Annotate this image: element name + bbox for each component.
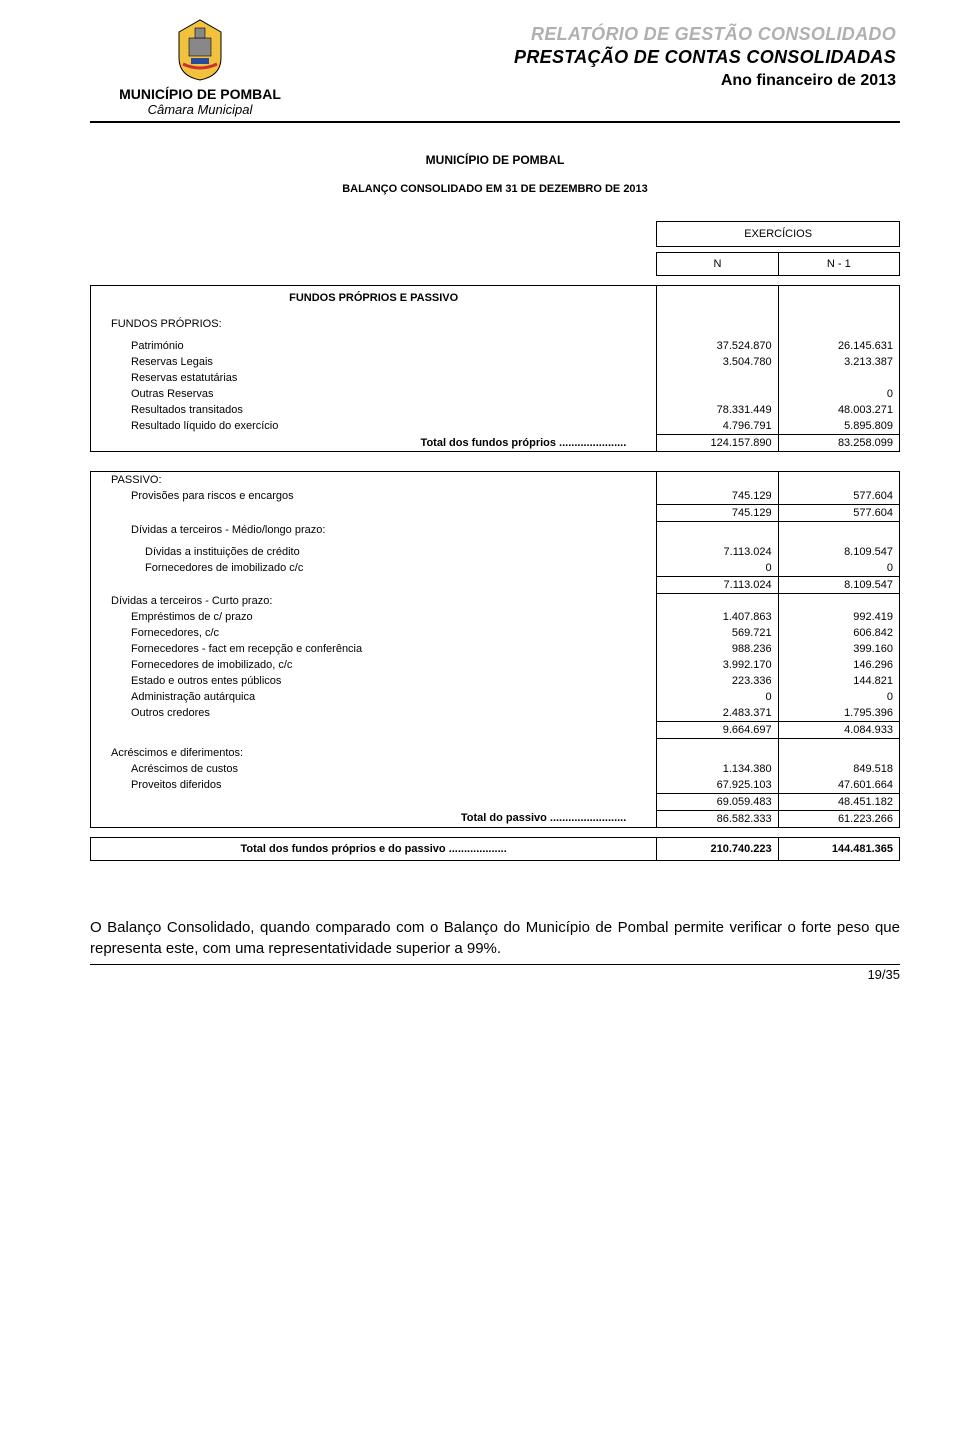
value-n: 7.113.024	[657, 544, 778, 560]
table-row: Fornecedores de imobilizado, c/c	[91, 657, 657, 673]
report-title-block: MUNICÍPIO DE POMBAL BALANÇO CONSOLIDADO …	[90, 153, 900, 195]
provisoes-sub-n1: 577.604	[778, 505, 899, 522]
fundos-proprios-e-passivo-title: FUNDOS PRÓPRIOS E PASSIVO	[91, 286, 657, 311]
total-fundos-proprios-n: 124.157.890	[657, 435, 778, 452]
value-n: 3.504.780	[657, 354, 778, 370]
total-fundos-proprios-n1: 83.258.099	[778, 435, 899, 452]
passivo-label: PASSIVO:	[91, 472, 657, 489]
table-row: Dívidas a instituições de crédito	[91, 544, 657, 560]
medio-longo-label: Dívidas a terceiros - Médio/longo prazo:	[91, 522, 657, 538]
value-n1: 3.213.387	[778, 354, 899, 370]
financial-year: Ano financeiro de 2013	[310, 72, 896, 90]
total-fundos-proprios-label: Total dos fundos próprios ..............…	[91, 435, 657, 452]
header-left: MUNICÍPIO DE POMBAL Câmara Municipal	[90, 18, 310, 117]
provisoes-n1: 577.604	[778, 488, 899, 505]
col-n-header: N	[657, 253, 778, 276]
body-paragraph: O Balanço Consolidado, quando comparado …	[90, 917, 900, 961]
table-row: Resultado líquido do exercício	[91, 418, 657, 435]
report-subtitle: BALANÇO CONSOLIDADO EM 31 DE DEZEMBRO DE…	[90, 183, 900, 195]
table-row: Acréscimos de custos	[91, 761, 657, 777]
value-n1: 26.145.631	[778, 338, 899, 354]
exercicios-header: EXERCÍCIOS	[657, 222, 900, 247]
table-row: Reservas Legais	[91, 354, 657, 370]
total-fp-passivo-n1: 144.481.365	[778, 837, 899, 860]
total-passivo-n1: 61.223.266	[778, 810, 899, 827]
ml-sub-n: 7.113.024	[657, 576, 778, 593]
total-fp-passivo-label: Total dos fundos próprios e do passivo .…	[91, 837, 657, 860]
value-n1: 47.601.664	[778, 777, 899, 794]
value-n: 569.721	[657, 625, 778, 641]
table-row: Resultados transitados	[91, 402, 657, 418]
table-row: Administração autárquica	[91, 689, 657, 705]
value-n1: 48.003.271	[778, 402, 899, 418]
acresc-sub-n: 69.059.483	[657, 793, 778, 810]
value-n1: 8.109.547	[778, 544, 899, 560]
acresc-label: Acréscimos e diferimentos:	[91, 745, 657, 761]
provisoes-n: 745.129	[657, 488, 778, 505]
fundos-proprios-label: FUNDOS PRÓPRIOS:	[91, 316, 657, 332]
value-n1: 0	[778, 560, 899, 577]
table-row: Fornecedores, c/c	[91, 625, 657, 641]
table-row: Estado e outros entes públicos	[91, 673, 657, 689]
table-row: Fornecedores de imobilizado c/c	[91, 560, 657, 577]
value-n: 0	[657, 689, 778, 705]
col-n1-header: N - 1	[778, 253, 899, 276]
total-passivo-label: Total do passivo .......................…	[91, 810, 657, 827]
table-row: Empréstimos de c/ prazo	[91, 609, 657, 625]
report-title-black: PRESTAÇÃO DE CONTAS CONSOLIDADAS	[310, 47, 896, 68]
provisoes-sub-n: 745.129	[657, 505, 778, 522]
curto-sub-n: 9.664.697	[657, 722, 778, 739]
value-n: 0	[657, 560, 778, 577]
acresc-sub-n1: 48.451.182	[778, 793, 899, 810]
value-n: 37.524.870	[657, 338, 778, 354]
curto-label: Dívidas a terceiros - Curto prazo:	[91, 593, 657, 609]
curto-sub-n1: 4.084.933	[778, 722, 899, 739]
value-n: 3.992.170	[657, 657, 778, 673]
municipality-name: MUNICÍPIO DE POMBAL	[119, 86, 281, 102]
balance-table: EXERCÍCIOS N N - 1 FUNDOS PRÓPRIOS E PAS…	[90, 221, 900, 861]
value-n1: 0	[778, 386, 899, 402]
table-row: Reservas estatutárias	[91, 370, 657, 386]
value-n	[657, 370, 778, 386]
crest-icon	[173, 18, 227, 82]
table-row: Proveitos diferidos	[91, 777, 657, 794]
value-n: 1.134.380	[657, 761, 778, 777]
value-n: 4.796.791	[657, 418, 778, 435]
table-row: Outros credores	[91, 705, 657, 722]
header-right: RELATÓRIO DE GESTÃO CONSOLIDADO PRESTAÇÃ…	[310, 18, 900, 90]
ml-sub-n1: 8.109.547	[778, 576, 899, 593]
value-n1: 992.419	[778, 609, 899, 625]
value-n	[657, 386, 778, 402]
value-n: 2.483.371	[657, 705, 778, 722]
value-n1: 144.821	[778, 673, 899, 689]
value-n: 223.336	[657, 673, 778, 689]
value-n: 78.331.449	[657, 402, 778, 418]
total-passivo-n: 86.582.333	[657, 810, 778, 827]
value-n1: 146.296	[778, 657, 899, 673]
table-row: Outras Reservas	[91, 386, 657, 402]
value-n1: 0	[778, 689, 899, 705]
value-n1: 606.842	[778, 625, 899, 641]
value-n1: 5.895.809	[778, 418, 899, 435]
table-row: Património	[91, 338, 657, 354]
total-fp-passivo-n: 210.740.223	[657, 837, 778, 860]
report-title-gray: RELATÓRIO DE GESTÃO CONSOLIDADO	[310, 24, 896, 45]
table-row: Fornecedores - fact em recepção e confer…	[91, 641, 657, 657]
value-n: 67.925.103	[657, 777, 778, 794]
value-n1: 849.518	[778, 761, 899, 777]
page-header: MUNICÍPIO DE POMBAL Câmara Municipal REL…	[90, 18, 900, 123]
value-n: 1.407.863	[657, 609, 778, 625]
value-n1: 399.160	[778, 641, 899, 657]
provisoes-label: Provisões para riscos e encargos	[91, 488, 657, 505]
value-n1: 1.795.396	[778, 705, 899, 722]
value-n1	[778, 370, 899, 386]
camara-label: Câmara Municipal	[148, 102, 253, 117]
report-municipality: MUNICÍPIO DE POMBAL	[90, 153, 900, 167]
page-number: 19/35	[90, 964, 900, 982]
value-n: 988.236	[657, 641, 778, 657]
